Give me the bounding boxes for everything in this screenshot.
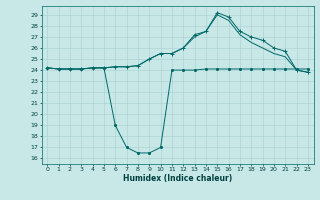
X-axis label: Humidex (Indice chaleur): Humidex (Indice chaleur) xyxy=(123,174,232,183)
